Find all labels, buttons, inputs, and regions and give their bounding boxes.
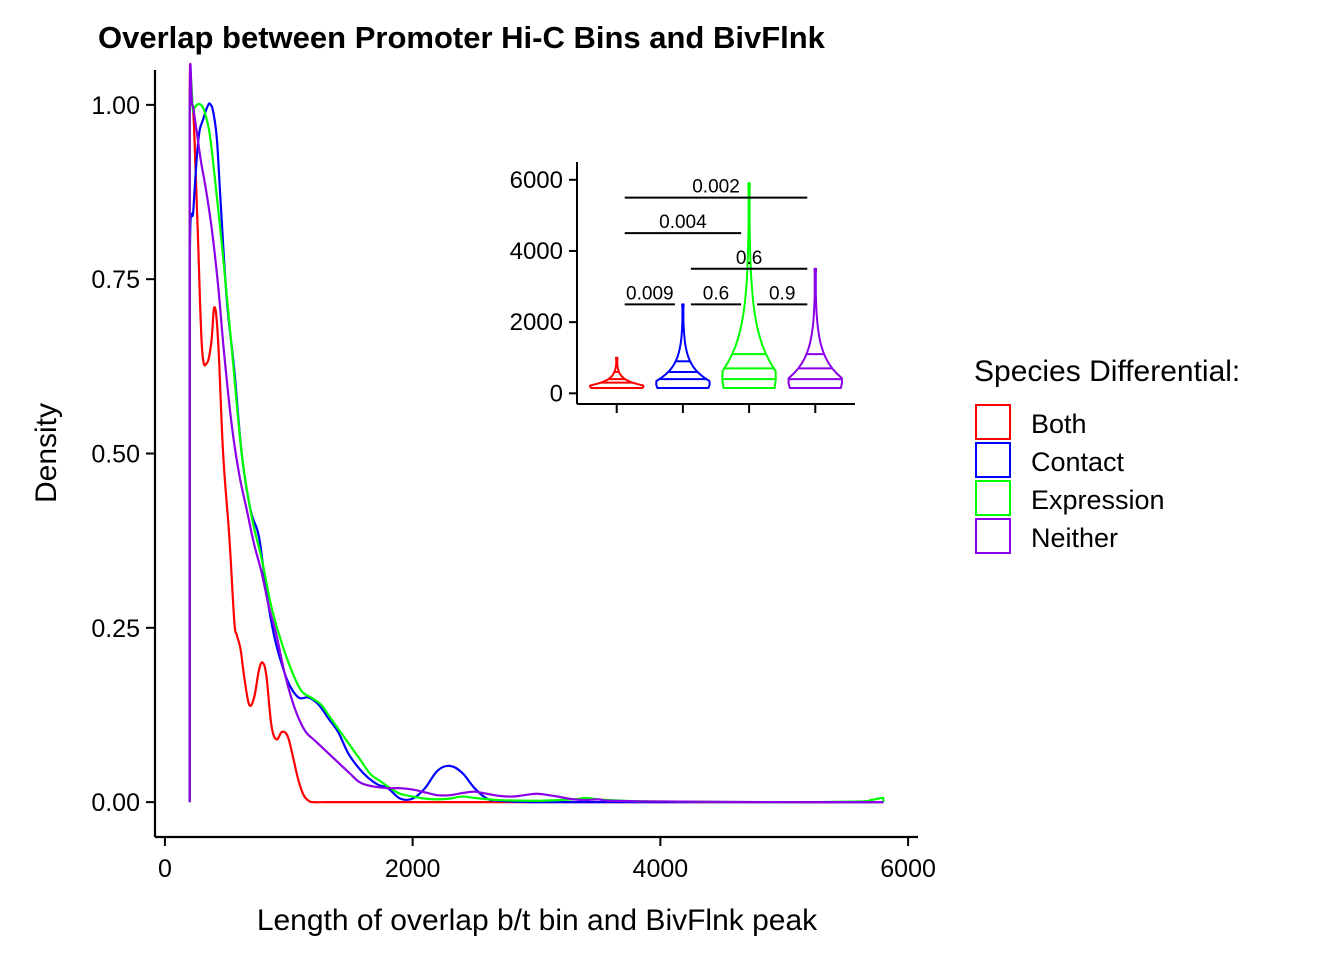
legend-label-both: Both <box>1031 409 1087 439</box>
y-tick-label: 0.25 <box>91 615 140 643</box>
legend-label-neither: Neither <box>1031 523 1118 553</box>
inset-y-tick-label: 0 <box>550 380 563 407</box>
y-axis-title: Density <box>30 403 63 503</box>
violin-contact <box>655 303 711 389</box>
x-tick-label: 4000 <box>633 855 689 883</box>
y-tick-label: 0.75 <box>91 266 140 294</box>
legend-swatch-neither <box>975 518 1011 554</box>
y-tick-label: 0.50 <box>91 441 140 469</box>
legend-swatch-contact <box>975 442 1011 478</box>
violins <box>589 182 844 389</box>
x-tick-label: 0 <box>158 855 172 883</box>
density-line-contact <box>188 102 884 804</box>
chart-title: Overlap between Promoter Hi-C Bins and B… <box>98 20 826 55</box>
inset-y-tick-label: 2000 <box>510 309 563 336</box>
y-tick-label: 1.00 <box>91 92 140 120</box>
density-line-expression <box>188 76 885 804</box>
violin-expression <box>721 182 777 389</box>
legend-swatch-both <box>975 404 1011 440</box>
p-value-label: 0.009 <box>626 283 674 304</box>
x-tick-label: 2000 <box>385 855 441 883</box>
inset-y-ticks: 0 2000 4000 6000 <box>510 167 577 407</box>
legend-title: Species Differential: <box>974 355 1240 388</box>
legend: Species Differential: Both Contact Express… <box>974 355 1240 554</box>
p-value-label: 0.6 <box>736 248 762 269</box>
p-value-label: 0.004 <box>659 212 707 233</box>
inset-y-tick-label: 4000 <box>510 238 563 265</box>
x-tick-label: 6000 <box>880 855 936 883</box>
violin-neither <box>787 267 843 389</box>
y-axis-ticks: 0.00 0.25 0.50 0.75 1.00 <box>91 92 155 817</box>
density-line-both <box>188 62 884 804</box>
p-value-label: 0.002 <box>692 177 740 198</box>
inset-y-tick-label: 6000 <box>510 167 563 194</box>
inset-x-ticks <box>615 404 817 413</box>
density-lines <box>188 62 885 804</box>
legend-swatch-expression <box>975 480 1011 516</box>
legend-label-contact: Contact <box>1031 447 1125 477</box>
comparison-brackets: 0.009 0.6 0.9 0.6 0.004 0.002 <box>624 177 808 306</box>
y-tick-label: 0.00 <box>91 789 140 817</box>
p-value-label: 0.6 <box>703 283 729 304</box>
density-plot: 0 2000 4000 6000 0.00 0.25 0.50 0.75 1.00 <box>91 62 936 883</box>
p-value-label: 0.9 <box>769 283 795 304</box>
x-axis-ticks: 0 2000 4000 6000 <box>158 837 936 883</box>
density-line-neither <box>188 62 884 804</box>
legend-label-expression: Expression <box>1031 485 1165 515</box>
x-axis-title: Length of overlap b/t bin and BivFlnk pe… <box>257 904 818 937</box>
violin-inset: 0.009 0.6 0.9 0.6 0.004 0.002 0 2000 4000 6000 <box>510 162 855 413</box>
legend-entries: Both Contact Expression Neither <box>975 404 1165 554</box>
